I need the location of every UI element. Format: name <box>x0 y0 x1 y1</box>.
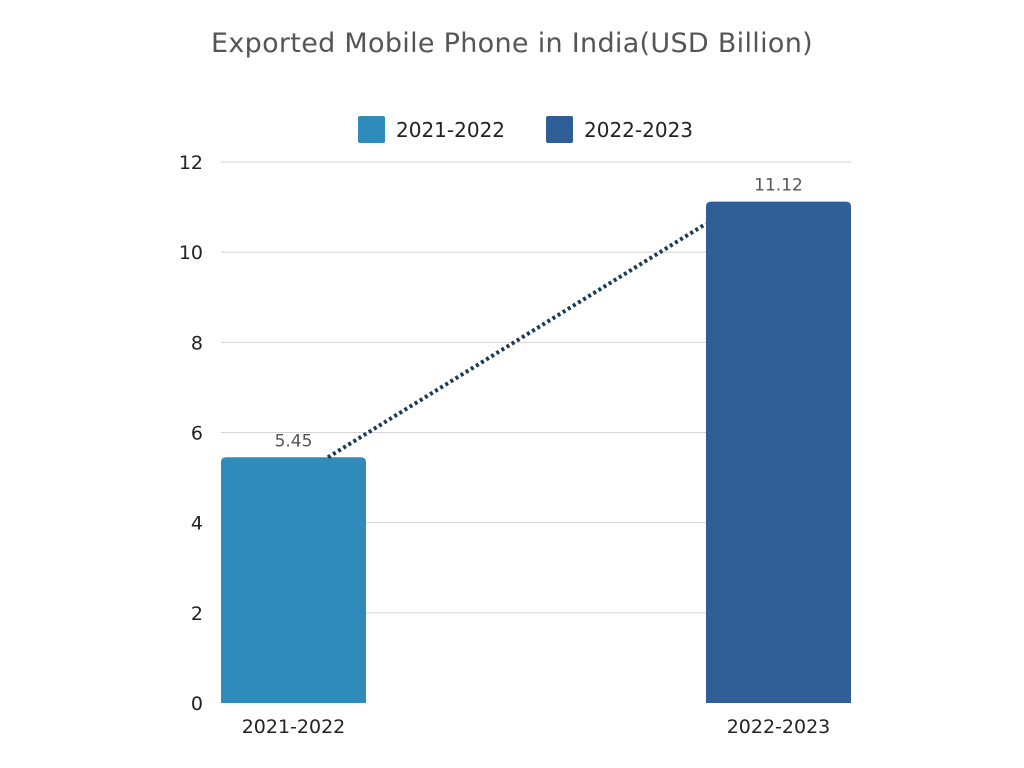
trendline <box>326 222 708 459</box>
bar <box>706 201 851 703</box>
x-tick-label: 2021-2022 <box>242 716 346 738</box>
y-tick-label: 10 <box>179 242 203 264</box>
y-tick-label: 4 <box>191 513 203 535</box>
data-label: 5.45 <box>275 431 313 451</box>
x-tick-label: 2022-2023 <box>727 716 831 738</box>
legend-label: 2022-2023 <box>584 118 693 142</box>
chart-title: Exported Mobile Phone in India(USD Billi… <box>211 28 813 59</box>
y-tick-label: 0 <box>191 693 203 715</box>
y-tick-label: 12 <box>179 152 203 174</box>
legend-label: 2021-2022 <box>396 118 505 142</box>
y-tick-label: 2 <box>191 603 203 625</box>
bar <box>221 457 366 703</box>
data-label: 11.12 <box>754 176 803 196</box>
y-tick-label: 6 <box>191 423 203 445</box>
legend-swatch <box>546 116 573 143</box>
y-tick-label: 8 <box>191 332 203 354</box>
legend-swatch <box>358 116 385 143</box>
